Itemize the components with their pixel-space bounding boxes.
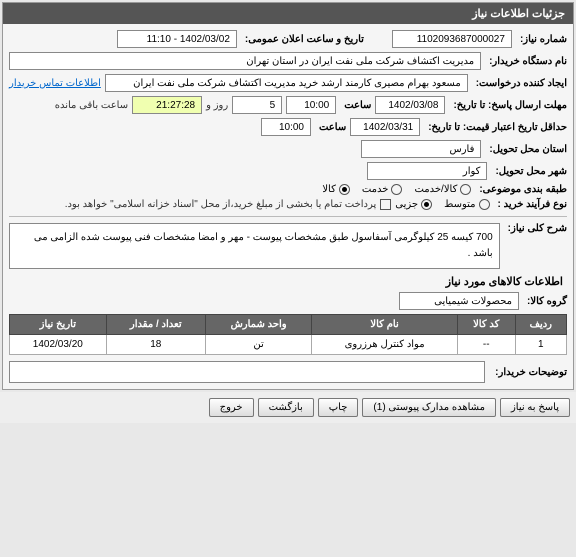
radio-icon — [479, 199, 490, 210]
cat-opt-2[interactable]: کالا — [322, 184, 350, 195]
attachments-button[interactable]: مشاهده مدارک پیوستی (1) — [362, 398, 496, 417]
category-label: طبقه بندی موضوعی: — [479, 184, 567, 195]
radio-icon — [460, 184, 471, 195]
th-3: واحد شمارش — [205, 315, 311, 335]
proc-opt-0[interactable]: متوسط — [444, 199, 489, 210]
th-4: تعداد / مقدار — [106, 315, 205, 335]
th-1: کد کالا — [457, 315, 515, 335]
city-label: شهر محل تحویل: — [495, 166, 567, 177]
process-label: نوع فرآیند خرید : — [498, 199, 567, 210]
province-label: استان محل تحویل: — [489, 144, 567, 155]
th-0: ردیف — [515, 315, 566, 335]
time-label-1: ساعت — [344, 100, 371, 111]
button-bar: پاسخ به نیاز مشاهده مدارک پیوستی (1) چاپ… — [0, 392, 576, 423]
panel-header: جزئیات اطلاعات نیاز — [3, 3, 573, 24]
validity-date-field: 1402/03/31 — [350, 118, 420, 136]
cat-opt-0-label: کالا/خدمت — [414, 184, 457, 195]
cat-opt-1[interactable]: خدمت — [362, 184, 403, 195]
radio-icon — [421, 199, 432, 210]
org-field: مدیریت اکتشاف شرکت ملی نفت ایران در استا… — [9, 52, 481, 70]
contact-link[interactable]: اطلاعات تماس خریدار — [9, 78, 101, 89]
table-row[interactable]: 1 -- مواد کنترل هرزروی تن 18 1402/03/20 — [10, 335, 567, 355]
validity-time-field: 10:00 — [261, 118, 311, 136]
td-3: تن — [205, 335, 311, 355]
payment-note: پرداخت تمام یا بخشی از مبلغ خرید،از محل … — [65, 199, 377, 210]
send-time-field: 10:00 — [286, 96, 336, 114]
process-radio-group: متوسط جزیی — [395, 199, 489, 210]
category-radio-group: کالا/خدمت خدمت کالا — [322, 184, 471, 195]
send-date-field: 1402/03/08 — [375, 96, 445, 114]
desc-box: 700 کیسه 25 کیلوگرمی آسفاسول طبق مشخصات … — [9, 223, 500, 269]
city-field: کوار — [367, 162, 487, 180]
radio-icon — [339, 184, 350, 195]
cat-opt-2-label: کالا — [322, 184, 336, 195]
td-2: مواد کنترل هرزروی — [312, 335, 458, 355]
need-no-label: شماره نیاز: — [520, 34, 567, 45]
print-button[interactable]: چاپ — [318, 398, 359, 417]
td-1: -- — [457, 335, 515, 355]
need-details-panel: جزئیات اطلاعات نیاز شماره نیاز: 11020936… — [2, 2, 574, 390]
items-table: ردیف کد کالا نام کالا واحد شمارش تعداد /… — [9, 314, 567, 355]
proc-opt-1-label: جزیی — [395, 199, 418, 210]
cat-opt-1-label: خدمت — [362, 184, 389, 195]
buyer-notes-field — [9, 361, 485, 383]
requester-label: ایجاد کننده درخواست: — [476, 78, 567, 89]
remaining-label: ساعت باقی مانده — [55, 100, 128, 111]
th-2: نام کالا — [312, 315, 458, 335]
time-label-2: ساعت — [319, 122, 346, 133]
need-no-field: 1102093687000027 — [392, 30, 512, 48]
panel-body: شماره نیاز: 1102093687000027 تاریخ و ساع… — [3, 24, 573, 389]
group-label: گروه کالا: — [527, 296, 567, 307]
day-label: روز و — [206, 100, 228, 111]
respond-button[interactable]: پاسخ به نیاز — [500, 398, 570, 417]
proc-opt-0-label: متوسط — [444, 199, 475, 210]
table-header-row: ردیف کد کالا نام کالا واحد شمارش تعداد /… — [10, 315, 567, 335]
td-4: 18 — [106, 335, 205, 355]
cat-opt-0[interactable]: کالا/خدمت — [414, 184, 471, 195]
payment-checkbox[interactable] — [380, 199, 391, 210]
proc-opt-1[interactable]: جزیی — [395, 199, 432, 210]
radio-icon — [391, 184, 402, 195]
desc-label: شرح کلی نیاز: — [508, 223, 567, 234]
exit-button[interactable]: خروج — [209, 398, 254, 417]
province-field: فارس — [361, 140, 481, 158]
remaining-time-field: 21:27:28 — [132, 96, 202, 114]
td-0: 1 — [515, 335, 566, 355]
days-field: 5 — [232, 96, 282, 114]
th-5: تاریخ نیاز — [10, 315, 107, 335]
send-deadline-label: مهلت ارسال پاسخ: تا تاریخ: — [453, 100, 567, 111]
validity-label: حداقل تاریخ اعتبار قیمت: تا تاریخ: — [428, 122, 567, 133]
back-button[interactable]: بازگشت — [258, 398, 314, 417]
requester-field: مسعود بهرام مصیری کارمند ارشد خرید مدیری… — [105, 74, 468, 92]
announce-field: 1402/03/02 - 11:10 — [117, 30, 237, 48]
group-field: محصولات شیمیایی — [399, 292, 519, 310]
td-5: 1402/03/20 — [10, 335, 107, 355]
announce-label: تاریخ و ساعت اعلان عمومی: — [245, 34, 364, 45]
org-label: نام دستگاه خریدار: — [489, 56, 567, 67]
items-title: اطلاعات کالاهای مورد نیاز — [9, 275, 567, 288]
buyer-notes-label: توضیحات خریدار: — [495, 367, 567, 378]
